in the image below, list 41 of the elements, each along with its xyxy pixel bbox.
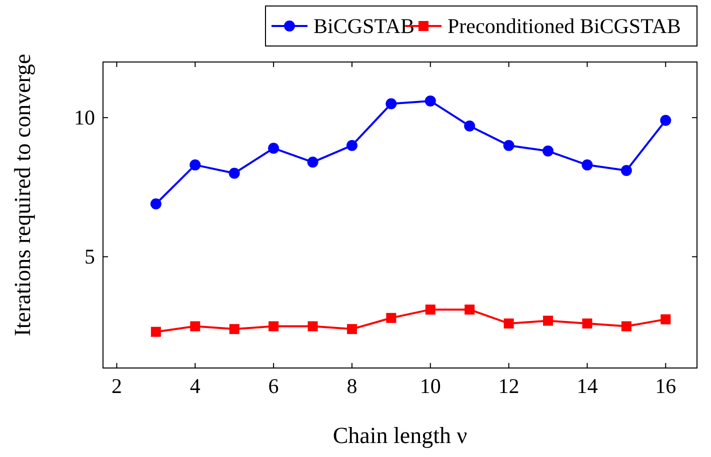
x-tick-label: 4 — [190, 374, 201, 398]
x-tick-label: 12 — [498, 374, 520, 398]
point — [621, 321, 632, 332]
point — [386, 98, 397, 110]
point — [660, 314, 671, 324]
point — [464, 304, 475, 315]
point — [307, 156, 318, 168]
x-tick-label: 14 — [576, 374, 598, 398]
point — [660, 114, 672, 126]
point — [346, 324, 357, 334]
point — [425, 304, 436, 315]
x-tick-label: 2 — [111, 374, 122, 398]
point — [504, 318, 514, 328]
point — [150, 198, 162, 210]
point — [346, 140, 358, 151]
point — [543, 316, 554, 326]
point — [424, 95, 436, 106]
point — [268, 142, 280, 154]
point — [308, 321, 318, 332]
point — [190, 321, 200, 332]
point — [190, 159, 201, 170]
point — [542, 146, 554, 157]
point — [228, 168, 240, 179]
point — [582, 159, 593, 170]
x-tick-label: 6 — [268, 374, 279, 398]
x-tick-label: 16 — [655, 374, 676, 398]
point — [386, 312, 396, 323]
point — [464, 120, 476, 132]
point — [150, 326, 161, 337]
x-axis-title: Chain length ν — [332, 423, 468, 448]
point — [582, 318, 592, 328]
y-tick-label: 5 — [84, 244, 95, 269]
point — [620, 164, 632, 176]
point — [268, 321, 279, 332]
x-tick-label: 8 — [346, 374, 358, 398]
y-axis-title: Iterations required to converge — [10, 54, 35, 336]
x-tick-label: 10 — [420, 374, 441, 398]
legend-label: BiCGSTAB — [314, 14, 415, 38]
point — [503, 140, 514, 151]
legend-label: Preconditioned BiCGSTAB — [448, 14, 681, 38]
point — [229, 324, 240, 334]
